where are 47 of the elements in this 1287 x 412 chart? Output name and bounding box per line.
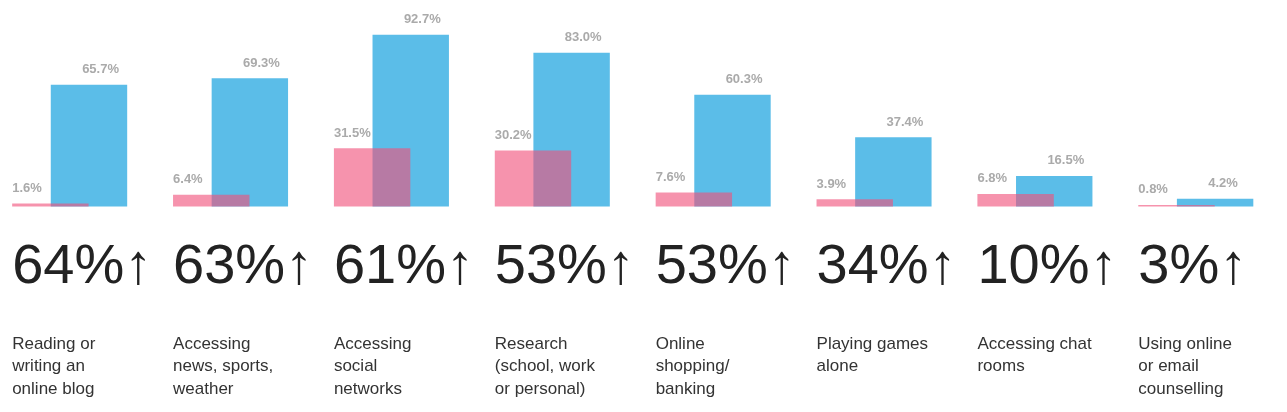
data-label: 16.5% — [1047, 152, 1085, 168]
bar — [1176, 198, 1254, 207]
bar — [694, 94, 771, 207]
data-label: 37.4% — [886, 113, 924, 129]
text: 64%↑ — [12, 232, 153, 296]
bar — [333, 148, 411, 207]
text: 3%↑ — [1138, 232, 1248, 296]
text: 61%↑ — [333, 232, 475, 296]
data-label: 0.8% — [1138, 181, 1169, 197]
bar — [173, 194, 250, 207]
x-tick-label: Accessing social networks — [333, 333, 412, 399]
data-label: 7.6% — [655, 168, 686, 184]
bar — [533, 52, 610, 207]
text: 34%↑ — [816, 232, 957, 296]
x-tick-label: Accessing news, sports, weather — [172, 333, 274, 399]
data-label: 31.5% — [333, 124, 372, 140]
data-label: 3.9% — [816, 175, 847, 191]
bar — [655, 192, 733, 207]
text: 63%↑ — [173, 232, 314, 296]
data-label: 6.4% — [173, 171, 204, 187]
text: 10%↑ — [977, 232, 1118, 296]
bar — [816, 199, 893, 207]
x-tick-label: Using online or email counselling — [1138, 333, 1232, 399]
data-label: 4.2% — [1208, 175, 1239, 191]
x-tick-label: Playing games alone — [816, 333, 929, 376]
data-label: 30.2% — [494, 126, 533, 142]
text: 53%↑ — [494, 232, 635, 296]
bar — [977, 193, 1054, 207]
data-label: 69.3% — [243, 54, 281, 70]
bar — [372, 34, 449, 207]
data-label: 92.7% — [403, 11, 442, 27]
data-label: 6.8% — [977, 170, 1008, 186]
x-tick-label: Online shopping/ banking — [655, 333, 730, 399]
bar — [1016, 175, 1093, 207]
x-tick-label: Accessing chat rooms — [977, 333, 1093, 376]
bar — [494, 150, 572, 207]
data-label: 60.3% — [725, 71, 763, 87]
bar — [12, 203, 89, 207]
x-tick-label: Research (school, work or personal) — [494, 333, 596, 399]
text: 53%↑ — [655, 232, 796, 296]
bar — [50, 84, 128, 207]
data-label: 83.0% — [564, 29, 603, 45]
data-label: 1.6% — [12, 179, 43, 195]
bar — [855, 137, 932, 207]
data-label: 65.7% — [82, 61, 120, 77]
bar — [211, 78, 289, 207]
x-tick-label: Reading or writing an online blog — [11, 333, 96, 399]
